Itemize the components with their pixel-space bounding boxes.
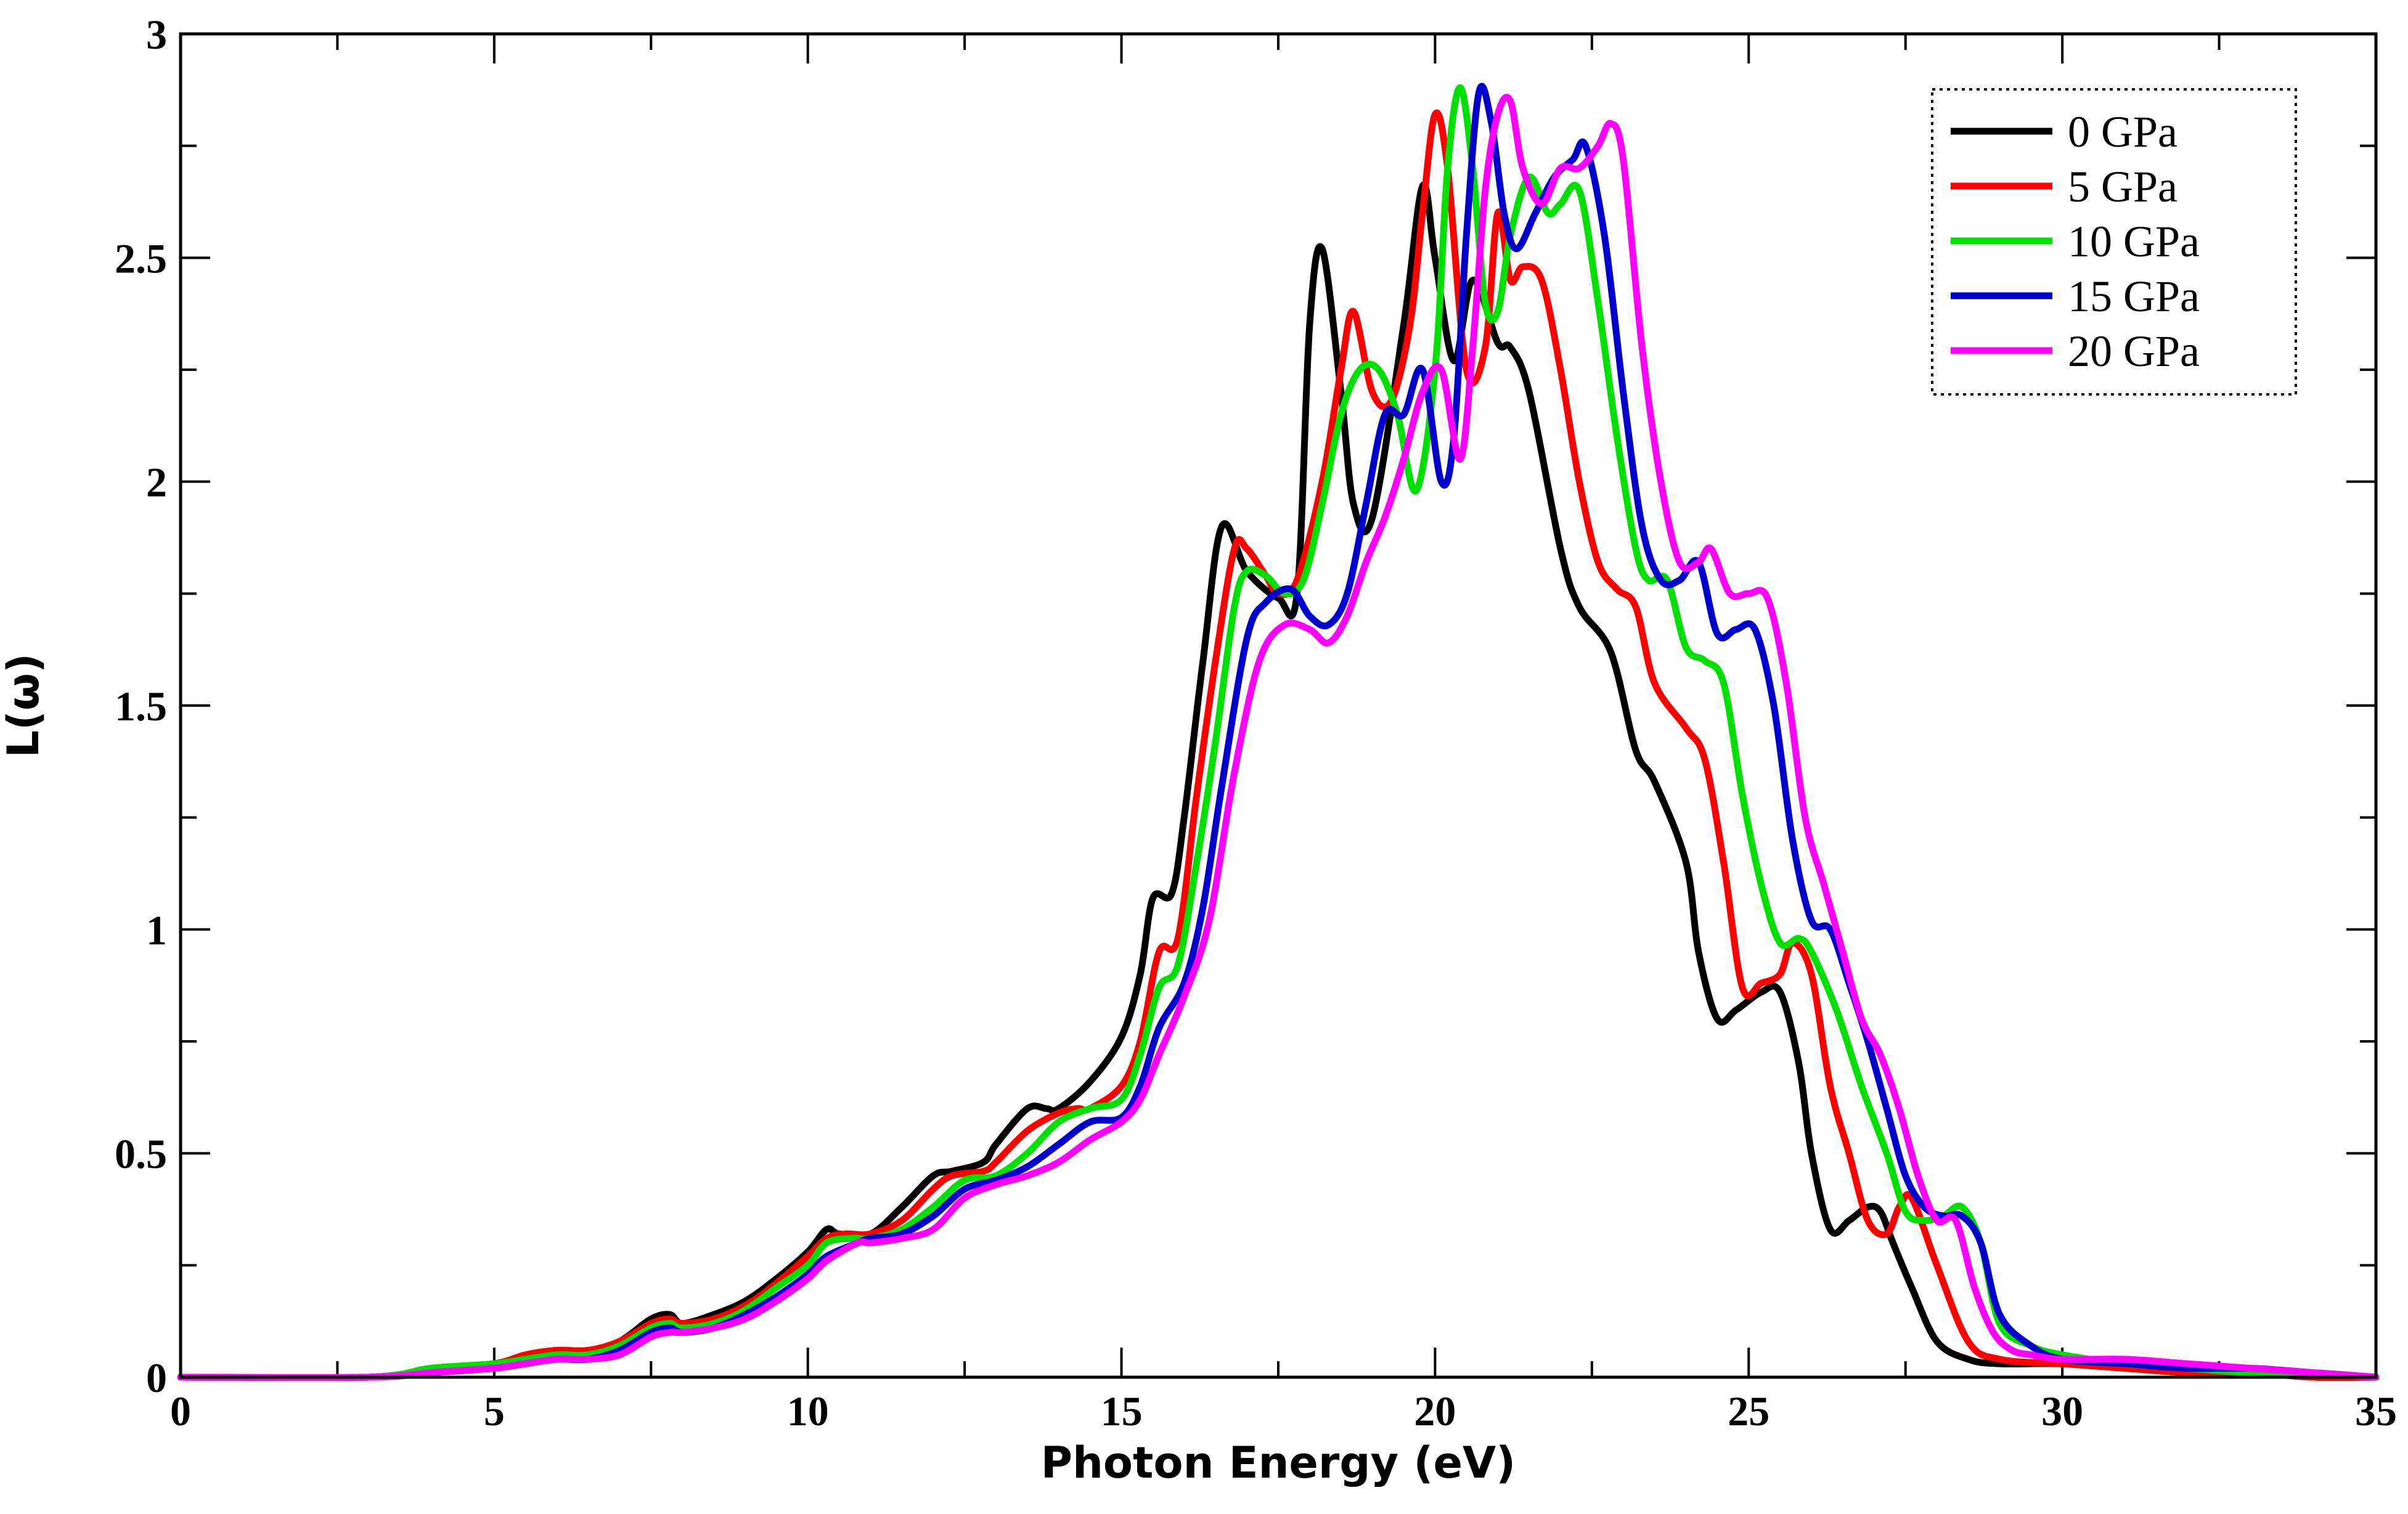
legend-label: 0 GPa — [2068, 107, 2177, 157]
x-tick-label: 5 — [484, 1388, 505, 1435]
x-axis-title: Photon Energy (eV) — [1041, 1438, 1516, 1488]
series-line-0-gpa — [177, 181, 2380, 1382]
legend: 0 GPa 5 GPa 10 GPa 15 GPa 20 GPa — [1931, 88, 2297, 396]
y-tick-label: 3 — [146, 11, 167, 58]
x-tick-label: 35 — [2355, 1388, 2397, 1435]
x-tick-label: 10 — [787, 1388, 829, 1435]
plot-frame — [179, 32, 2378, 1379]
y-tick-label: 0 — [146, 1354, 167, 1401]
y-tick-label: 1 — [146, 906, 167, 953]
legend-label: 20 GPa — [2068, 327, 2200, 376]
y-tick-label: 2.5 — [115, 235, 167, 282]
legend-items: 0 GPa 5 GPa 10 GPa 15 GPa 20 GPa — [1951, 107, 2200, 376]
y-tick-label: 2 — [146, 459, 167, 506]
y-tick-label: 0.5 — [115, 1131, 167, 1178]
x-tick-label: 25 — [1728, 1388, 1769, 1435]
x-tick-labels: 0 5 10 15 20 25 30 35 — [170, 1388, 2397, 1435]
x-tick-label: 30 — [2041, 1388, 2083, 1435]
series-line-5-gpa — [177, 109, 2380, 1382]
x-tick-label: 20 — [1414, 1388, 1456, 1435]
legend-label: 5 GPa — [2068, 162, 2177, 211]
x-tick-label: 0 — [170, 1388, 191, 1435]
series-line-20-gpa — [177, 94, 2380, 1382]
y-tick-label: 1.5 — [115, 683, 167, 730]
series-lines — [177, 83, 2380, 1382]
y-tick-labels: 0 0.5 1 1.5 2 2.5 3 — [115, 11, 167, 1401]
y-axis-title: L(ω) — [0, 653, 49, 757]
legend-label: 15 GPa — [2068, 272, 2200, 321]
series-line-10-gpa — [177, 84, 2380, 1382]
legend-label: 10 GPa — [2068, 217, 2200, 266]
x-tick-label: 15 — [1101, 1388, 1143, 1435]
